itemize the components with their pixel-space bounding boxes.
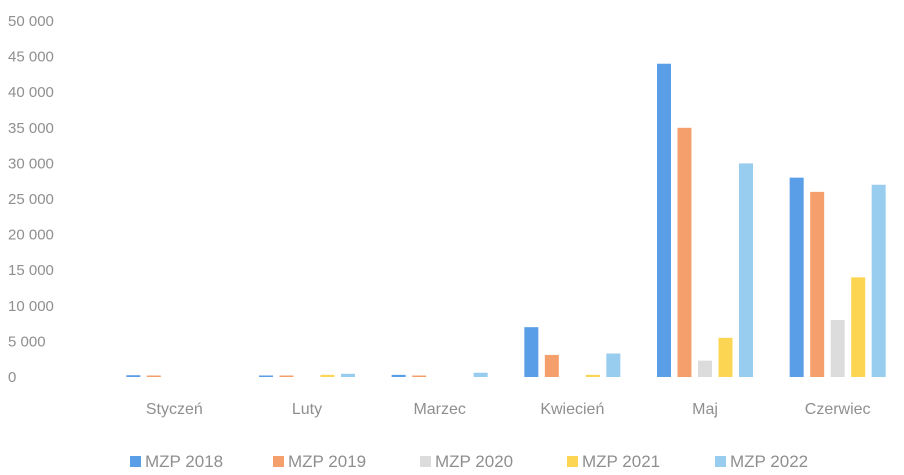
- bar-mzp-2019-3: [544, 354, 559, 377]
- legend-label: MZP 2021: [582, 452, 660, 470]
- legend-label: MZP 2019: [288, 452, 366, 470]
- bar-mzp-2018-0: [126, 375, 141, 377]
- bar-mzp-2020-4: [698, 360, 712, 377]
- bar-mzp-2022-1: [341, 373, 355, 377]
- legend-label: MZP 2018: [145, 452, 223, 470]
- bar-mzp-2021-1: [320, 374, 335, 377]
- x-tick-label: Marzec: [413, 401, 465, 418]
- bar-mzp-2019-0: [146, 375, 161, 377]
- bar-mzp-2019-2: [412, 375, 427, 377]
- y-tick-label: 5 000: [8, 333, 46, 350]
- legend-label: MZP 2022: [730, 452, 808, 470]
- y-tick-label: 40 000: [8, 84, 54, 101]
- legend-label: MZP 2020: [435, 452, 513, 470]
- bar-mzp-2018-4: [657, 63, 671, 377]
- legend: MZP 2018 MZP 2019 MZP 2020 MZP 2021 MZP 2022: [130, 452, 808, 471]
- bar-mzp-2020-5: [830, 320, 845, 377]
- legend-swatch: [715, 456, 726, 467]
- x-tick-label: Luty: [292, 401, 322, 418]
- bar-mzp-2018-1: [259, 375, 273, 377]
- x-tick-label: Styczeń: [146, 401, 203, 418]
- bar-mzp-2022-3: [606, 353, 621, 377]
- y-tick-label: 10 000: [8, 298, 54, 315]
- bar-mzp-2021-5: [851, 277, 866, 377]
- bar-mzp-2019-4: [677, 127, 692, 377]
- bar-mzp-2018-2: [391, 374, 406, 377]
- bar-mzp-2019-1: [279, 375, 294, 377]
- y-tick-label: 45 000: [8, 49, 54, 66]
- legend-swatch: [420, 456, 431, 467]
- bars: [126, 63, 886, 377]
- bar-mzp-2018-5: [789, 177, 804, 377]
- bar-mzp-2022-4: [739, 163, 753, 377]
- x-tick-label: Kwiecień: [540, 401, 604, 418]
- bar-mzp-2021-4: [718, 337, 733, 377]
- y-tick-label: 25 000: [8, 191, 54, 208]
- legend-swatch: [273, 456, 284, 467]
- x-tick-label: Maj: [692, 401, 718, 418]
- y-tick-label: 35 000: [8, 120, 54, 137]
- legend-swatch: [130, 456, 141, 467]
- x-axis: Styczeń Luty Marzec Kwiecień Maj Czerwiec: [146, 401, 871, 418]
- bar-mzp-2019-5: [810, 191, 825, 377]
- y-tick-label: 30 000: [8, 155, 54, 172]
- bar-mzp-2018-3: [524, 327, 539, 377]
- bar-mzp-2021-3: [585, 374, 600, 377]
- y-axis: 0 5 000 10 000 15 000 20 000 25 000 30 000 35 0…: [8, 13, 54, 386]
- y-tick-label: 15 000: [8, 262, 54, 279]
- y-tick-label: 0: [8, 369, 16, 386]
- legend-swatch: [567, 456, 578, 467]
- x-tick-label: Czerwiec: [805, 401, 871, 418]
- bar-mzp-2022-2: [473, 372, 488, 377]
- y-tick-label: 50 000: [8, 13, 54, 30]
- y-tick-label: 20 000: [8, 227, 54, 244]
- bar-mzp-2022-5: [871, 184, 886, 377]
